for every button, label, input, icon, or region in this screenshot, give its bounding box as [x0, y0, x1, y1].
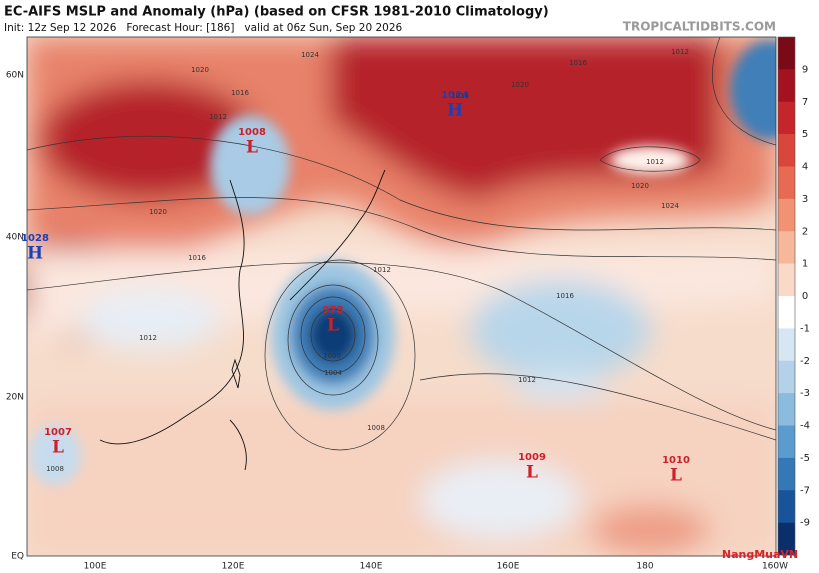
colorbar-label: 7	[802, 97, 808, 108]
colorbar-label: -1	[800, 323, 810, 334]
contour-label: 1024	[301, 51, 319, 59]
lat-label: 60N	[6, 71, 24, 81]
colorbar-label: -9	[800, 518, 810, 529]
contour-label: 1020	[191, 66, 209, 74]
contour-label: 1012	[373, 266, 391, 274]
center-symbol: H	[27, 244, 43, 264]
colorbar-swatch	[778, 69, 795, 103]
colorbar-swatch	[778, 522, 795, 556]
colorbar-swatch	[778, 457, 795, 491]
colorbar-label: -4	[800, 421, 810, 432]
lon-label: 100E	[84, 562, 107, 572]
colorbar-label: -7	[800, 485, 810, 496]
contour-label: 1016	[231, 89, 249, 97]
lon-label: 160E	[497, 562, 520, 572]
colorbar-label: 5	[802, 129, 808, 140]
subtitle: Init: 12z Sep 12 2026 Forecast Hour: [18…	[4, 22, 403, 34]
center-symbol: H	[447, 101, 463, 121]
contour-label: 1016	[569, 59, 587, 67]
contour-label: 1016	[556, 292, 574, 300]
contour-label: 1012	[139, 334, 157, 342]
colorbar: 9 7 5 4 3 2 1 0 -1 -2 -3 -4 -5 -7 -9	[777, 36, 810, 556]
lon-label: 180	[636, 562, 653, 572]
contour-label: 1012	[671, 48, 689, 56]
lon-label: 140E	[360, 562, 383, 572]
colorbar-swatch	[778, 101, 795, 135]
colorbar-label: 9	[802, 64, 808, 75]
colorbar-label: 2	[802, 226, 808, 237]
source: TROPICALTIDBITS.COM	[623, 20, 776, 34]
colorbar-label: 1	[802, 259, 808, 270]
colorbar-swatch	[778, 490, 795, 523]
center-value: 1010	[662, 455, 690, 466]
colorbar-swatch	[778, 393, 795, 426]
center-symbol: L	[52, 438, 64, 458]
contour-label: 1008	[367, 424, 385, 432]
colorbar-label: 3	[802, 194, 808, 205]
center-value: 1008	[238, 127, 266, 138]
colorbar-label: -5	[800, 453, 810, 464]
center-value: 978	[323, 305, 344, 316]
contour-label: 1016	[188, 254, 206, 262]
contour-label: 1016	[451, 92, 469, 100]
center-symbol: L	[526, 463, 538, 483]
colorbar-swatch	[778, 134, 795, 167]
map-frame	[26, 36, 777, 557]
lat-label: EQ	[11, 552, 24, 562]
contour-label: 1020	[631, 182, 649, 190]
lon-label: 160W	[762, 562, 788, 572]
colorbar-swatch	[778, 231, 795, 264]
center-value: 1028	[21, 233, 49, 244]
colorbar-label: -2	[800, 356, 810, 367]
lon-label: 120E	[222, 562, 245, 572]
watermark: NangMuaVN	[722, 548, 798, 561]
contour-label: 1020	[511, 81, 529, 89]
contour-label: 1024	[661, 202, 679, 210]
contour-label: 1020	[149, 208, 167, 216]
map-field	[27, 37, 776, 556]
colorbar-swatch	[778, 37, 795, 70]
colorbar-label: 4	[802, 162, 808, 173]
contour-label: 1012	[646, 158, 664, 166]
colorbar-swatch	[778, 296, 795, 329]
contour-label: 1000	[323, 352, 341, 360]
contour-label: 1008	[46, 465, 64, 473]
center-value: 1024	[441, 90, 469, 101]
lat-label: 20N	[6, 393, 24, 403]
colorbar-swatch	[778, 360, 795, 394]
colorbar-frame	[777, 36, 796, 556]
lat-label: 40N	[6, 233, 24, 243]
colorbar-swatch	[778, 263, 795, 297]
center-value: 1007	[44, 427, 72, 438]
colorbar-swatch	[778, 166, 795, 200]
colorbar-swatch	[778, 198, 795, 232]
colorbar-label: -3	[800, 388, 810, 399]
contour-label: 1004	[324, 369, 342, 377]
title: EC-AIFS MSLP and Anomaly (hPa) (based on…	[4, 5, 549, 20]
contour-label: 1012	[209, 113, 227, 121]
contour-label: 1012	[518, 376, 536, 384]
center-symbol: L	[246, 138, 258, 158]
colorbar-swatch	[778, 425, 795, 459]
colorbar-label: 0	[802, 291, 808, 302]
center-symbol: L	[327, 316, 339, 336]
center-symbol: L	[670, 466, 682, 486]
colorbar-swatch	[778, 328, 795, 362]
center-value: 1009	[518, 452, 546, 463]
